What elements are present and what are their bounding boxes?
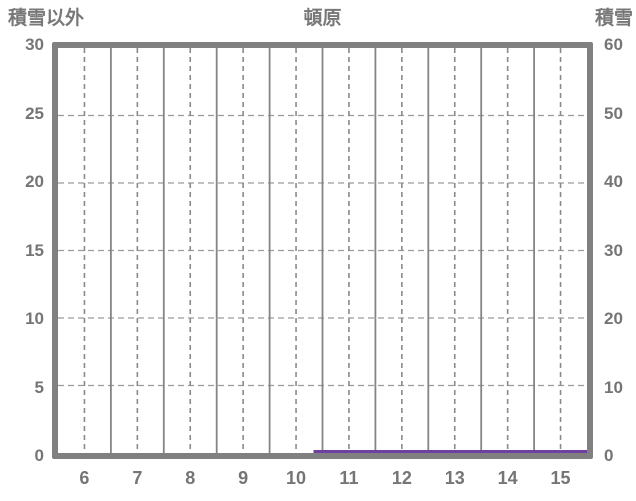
- x-tick-12: 12: [391, 468, 412, 488]
- x-tick-8: 8: [185, 468, 196, 488]
- plot-area: [52, 42, 593, 459]
- left-tick-0: 0: [34, 446, 44, 465]
- chart-canvas: [58, 48, 587, 453]
- x-tick-11: 11: [339, 468, 359, 488]
- right-tick-40: 40: [604, 172, 623, 191]
- right-tick-0: 0: [604, 446, 614, 465]
- right-axis-title: 積雪: [594, 8, 633, 29]
- right-tick-20: 20: [604, 309, 623, 328]
- left-tick-30: 30: [25, 35, 44, 54]
- left-tick-10: 10: [25, 309, 44, 328]
- right-tick-60: 60: [604, 35, 623, 54]
- left-tick-20: 20: [25, 172, 44, 191]
- x-tick-13: 13: [444, 468, 465, 488]
- x-tick-14: 14: [497, 468, 518, 488]
- right-tick-10: 10: [604, 377, 623, 397]
- x-tick-15: 15: [550, 468, 571, 488]
- left-axis-title: 積雪以外: [8, 8, 85, 29]
- right-tick-30: 30: [604, 240, 623, 260]
- x-tick-6: 6: [79, 468, 90, 488]
- x-tick-10: 10: [286, 468, 307, 488]
- left-tick-25: 25: [25, 103, 44, 123]
- left-tick-15: 15: [25, 240, 44, 260]
- x-tick-9: 9: [238, 468, 249, 488]
- chart-title: 頓原: [303, 8, 342, 29]
- right-tick-50: 50: [604, 103, 623, 123]
- x-tick-7: 7: [132, 468, 143, 488]
- left-tick-5: 5: [34, 377, 44, 397]
